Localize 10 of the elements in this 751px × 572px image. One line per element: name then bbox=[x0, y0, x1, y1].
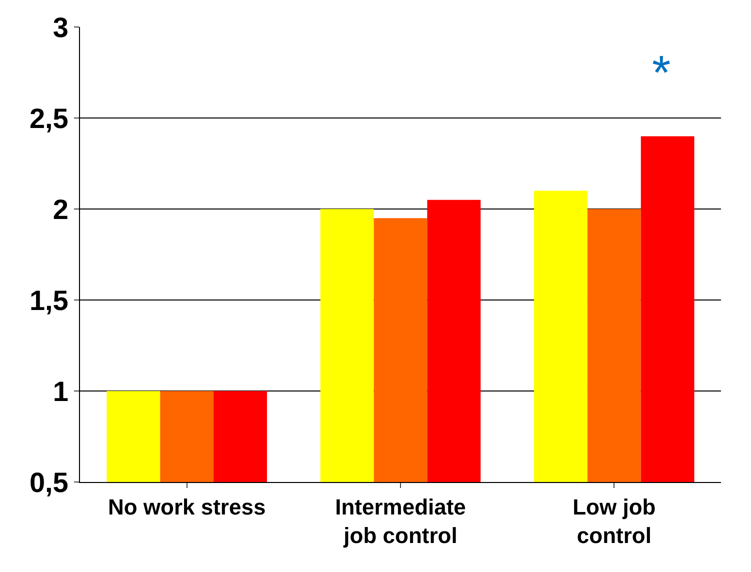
x-tick-label: Intermediate job control bbox=[335, 494, 466, 548]
y-tick-label: 2,5 bbox=[29, 102, 68, 134]
y-tick-label: 0,5 bbox=[29, 466, 68, 498]
y-tick-label: 1 bbox=[52, 376, 68, 407]
annotation: * bbox=[652, 47, 671, 100]
x-tick-label: Low job control bbox=[572, 494, 656, 548]
x-tick-label: No work stress bbox=[108, 494, 266, 520]
y-tick-label: 1,5 bbox=[29, 284, 68, 316]
y-tick-label: 2 bbox=[52, 194, 68, 225]
y-tick-label: 3 bbox=[52, 12, 68, 43]
